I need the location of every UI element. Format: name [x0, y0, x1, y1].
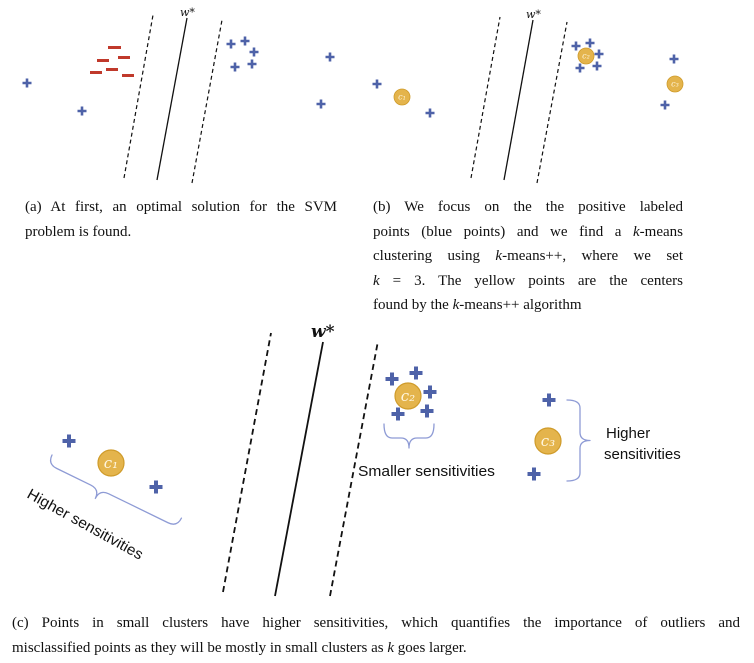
- positive-point: [592, 61, 602, 71]
- caption-line: (b) We focus on the the positive labeled: [373, 199, 683, 215]
- cluster-center-marker: [393, 88, 411, 106]
- panel-b-diagram: w* c₁ c₂ c₃: [372, 8, 684, 184]
- cluster-center-1: c₁: [97, 449, 125, 477]
- margin-line-lower: [470, 16, 501, 179]
- cluster-center-marker: [97, 449, 125, 477]
- caption-a: (a) At first, an optimal solution for th…: [25, 195, 337, 244]
- positive-point: [575, 63, 585, 73]
- weight-vector-label: w*: [180, 6, 195, 19]
- positive-point: [420, 404, 434, 418]
- negative-point: [122, 74, 134, 77]
- positive-point: [423, 385, 437, 399]
- panel-a-diagram: w*: [22, 6, 335, 184]
- positive-point: [660, 100, 670, 110]
- outlier-sensitivity-label: Higher sensitivities: [24, 486, 146, 564]
- positive-point: [316, 99, 326, 109]
- cluster-center-label: c₃: [671, 80, 679, 89]
- cluster-center-3: c₃: [666, 75, 684, 93]
- positive-point: [149, 480, 163, 494]
- caption-line: (c) Points in small clusters have higher…: [12, 615, 740, 631]
- cluster-center-label: c₂: [582, 52, 590, 61]
- caption-line: clustering using k-means++, where we set: [373, 248, 684, 264]
- weight-vector-label: w*: [526, 8, 541, 21]
- margin-line-lower: [123, 14, 154, 179]
- caption-line: (a) At first, an optimal solution for th…: [25, 199, 337, 215]
- cluster-center-marker: [394, 382, 422, 410]
- cluster-center-label: c₁: [104, 454, 118, 472]
- brace-outliers: [49, 454, 183, 525]
- decision-boundary: [156, 17, 188, 181]
- cluster-center-label: c₂: [401, 387, 415, 405]
- positive-point: [22, 78, 32, 88]
- cluster-center-marker: [534, 427, 562, 455]
- positive-point: [249, 47, 259, 57]
- positive-point: [669, 54, 679, 64]
- positive-point: [594, 49, 604, 59]
- positive-point: [385, 372, 399, 386]
- negative-point: [108, 46, 121, 49]
- weight-vector-label: w*: [311, 322, 335, 342]
- positive-point: [571, 41, 581, 51]
- small-cluster-sensitivity-label-line-2: sensitivities: [604, 446, 681, 463]
- positive-point: [391, 407, 405, 421]
- positive-point: [585, 38, 595, 48]
- positive-point: [409, 366, 423, 380]
- margin-line-lower: [222, 332, 272, 593]
- negative-point: [106, 68, 118, 71]
- decision-boundary: [503, 19, 534, 181]
- small-cluster-sensitivity-label-line-1: Higher: [606, 425, 650, 442]
- positive-point: [425, 108, 435, 118]
- cluster-center-marker: [666, 75, 684, 93]
- caption-line: misclassified points as they will be mos…: [12, 639, 467, 656]
- negative-point: [97, 59, 109, 62]
- cluster-center-3: c₃: [534, 427, 562, 455]
- margin-line-upper: [191, 19, 223, 184]
- brace-dense-cluster: [383, 423, 435, 449]
- positive-point: [542, 393, 556, 407]
- caption-c: (c) Points in small clusters have higher…: [12, 611, 740, 660]
- cluster-center-2: c₂: [577, 47, 595, 65]
- positive-point: [372, 79, 382, 89]
- caption-line: found by the k-means++ algorithm: [373, 297, 582, 313]
- panel-c-diagram: w* c₁ c₂ c₃ Higher sensitivities Smaller…: [24, 322, 681, 597]
- positive-point: [226, 39, 236, 49]
- negative-point: [118, 56, 130, 59]
- positive-point: [240, 36, 250, 46]
- positive-point: [230, 62, 240, 72]
- positive-point: [247, 59, 257, 69]
- cluster-center-2: c₂: [394, 382, 422, 410]
- caption-b: (b) We focus on the the positive labeled…: [373, 195, 683, 318]
- cluster-center-label: c₁: [398, 93, 406, 102]
- positive-point: [325, 52, 335, 62]
- margin-line-upper: [536, 21, 568, 184]
- decision-boundary: [274, 341, 324, 597]
- margin-line-upper: [329, 340, 379, 597]
- positive-point: [527, 467, 541, 481]
- cluster-center-label: c₃: [541, 432, 555, 450]
- positive-point: [77, 106, 87, 116]
- caption-line: points (blue points) and we find a k-mea…: [373, 223, 683, 240]
- cluster-center-1: c₁: [393, 88, 411, 106]
- caption-line: k = 3. The yellow points are the centers: [373, 272, 683, 289]
- brace-small-cluster: [566, 399, 591, 482]
- positive-point: [62, 434, 76, 448]
- negative-point: [90, 71, 102, 74]
- cluster-center-marker: [577, 47, 595, 65]
- dense-cluster-sensitivity-label: Smaller sensitivities: [358, 463, 495, 480]
- caption-line: problem is found.: [25, 223, 132, 240]
